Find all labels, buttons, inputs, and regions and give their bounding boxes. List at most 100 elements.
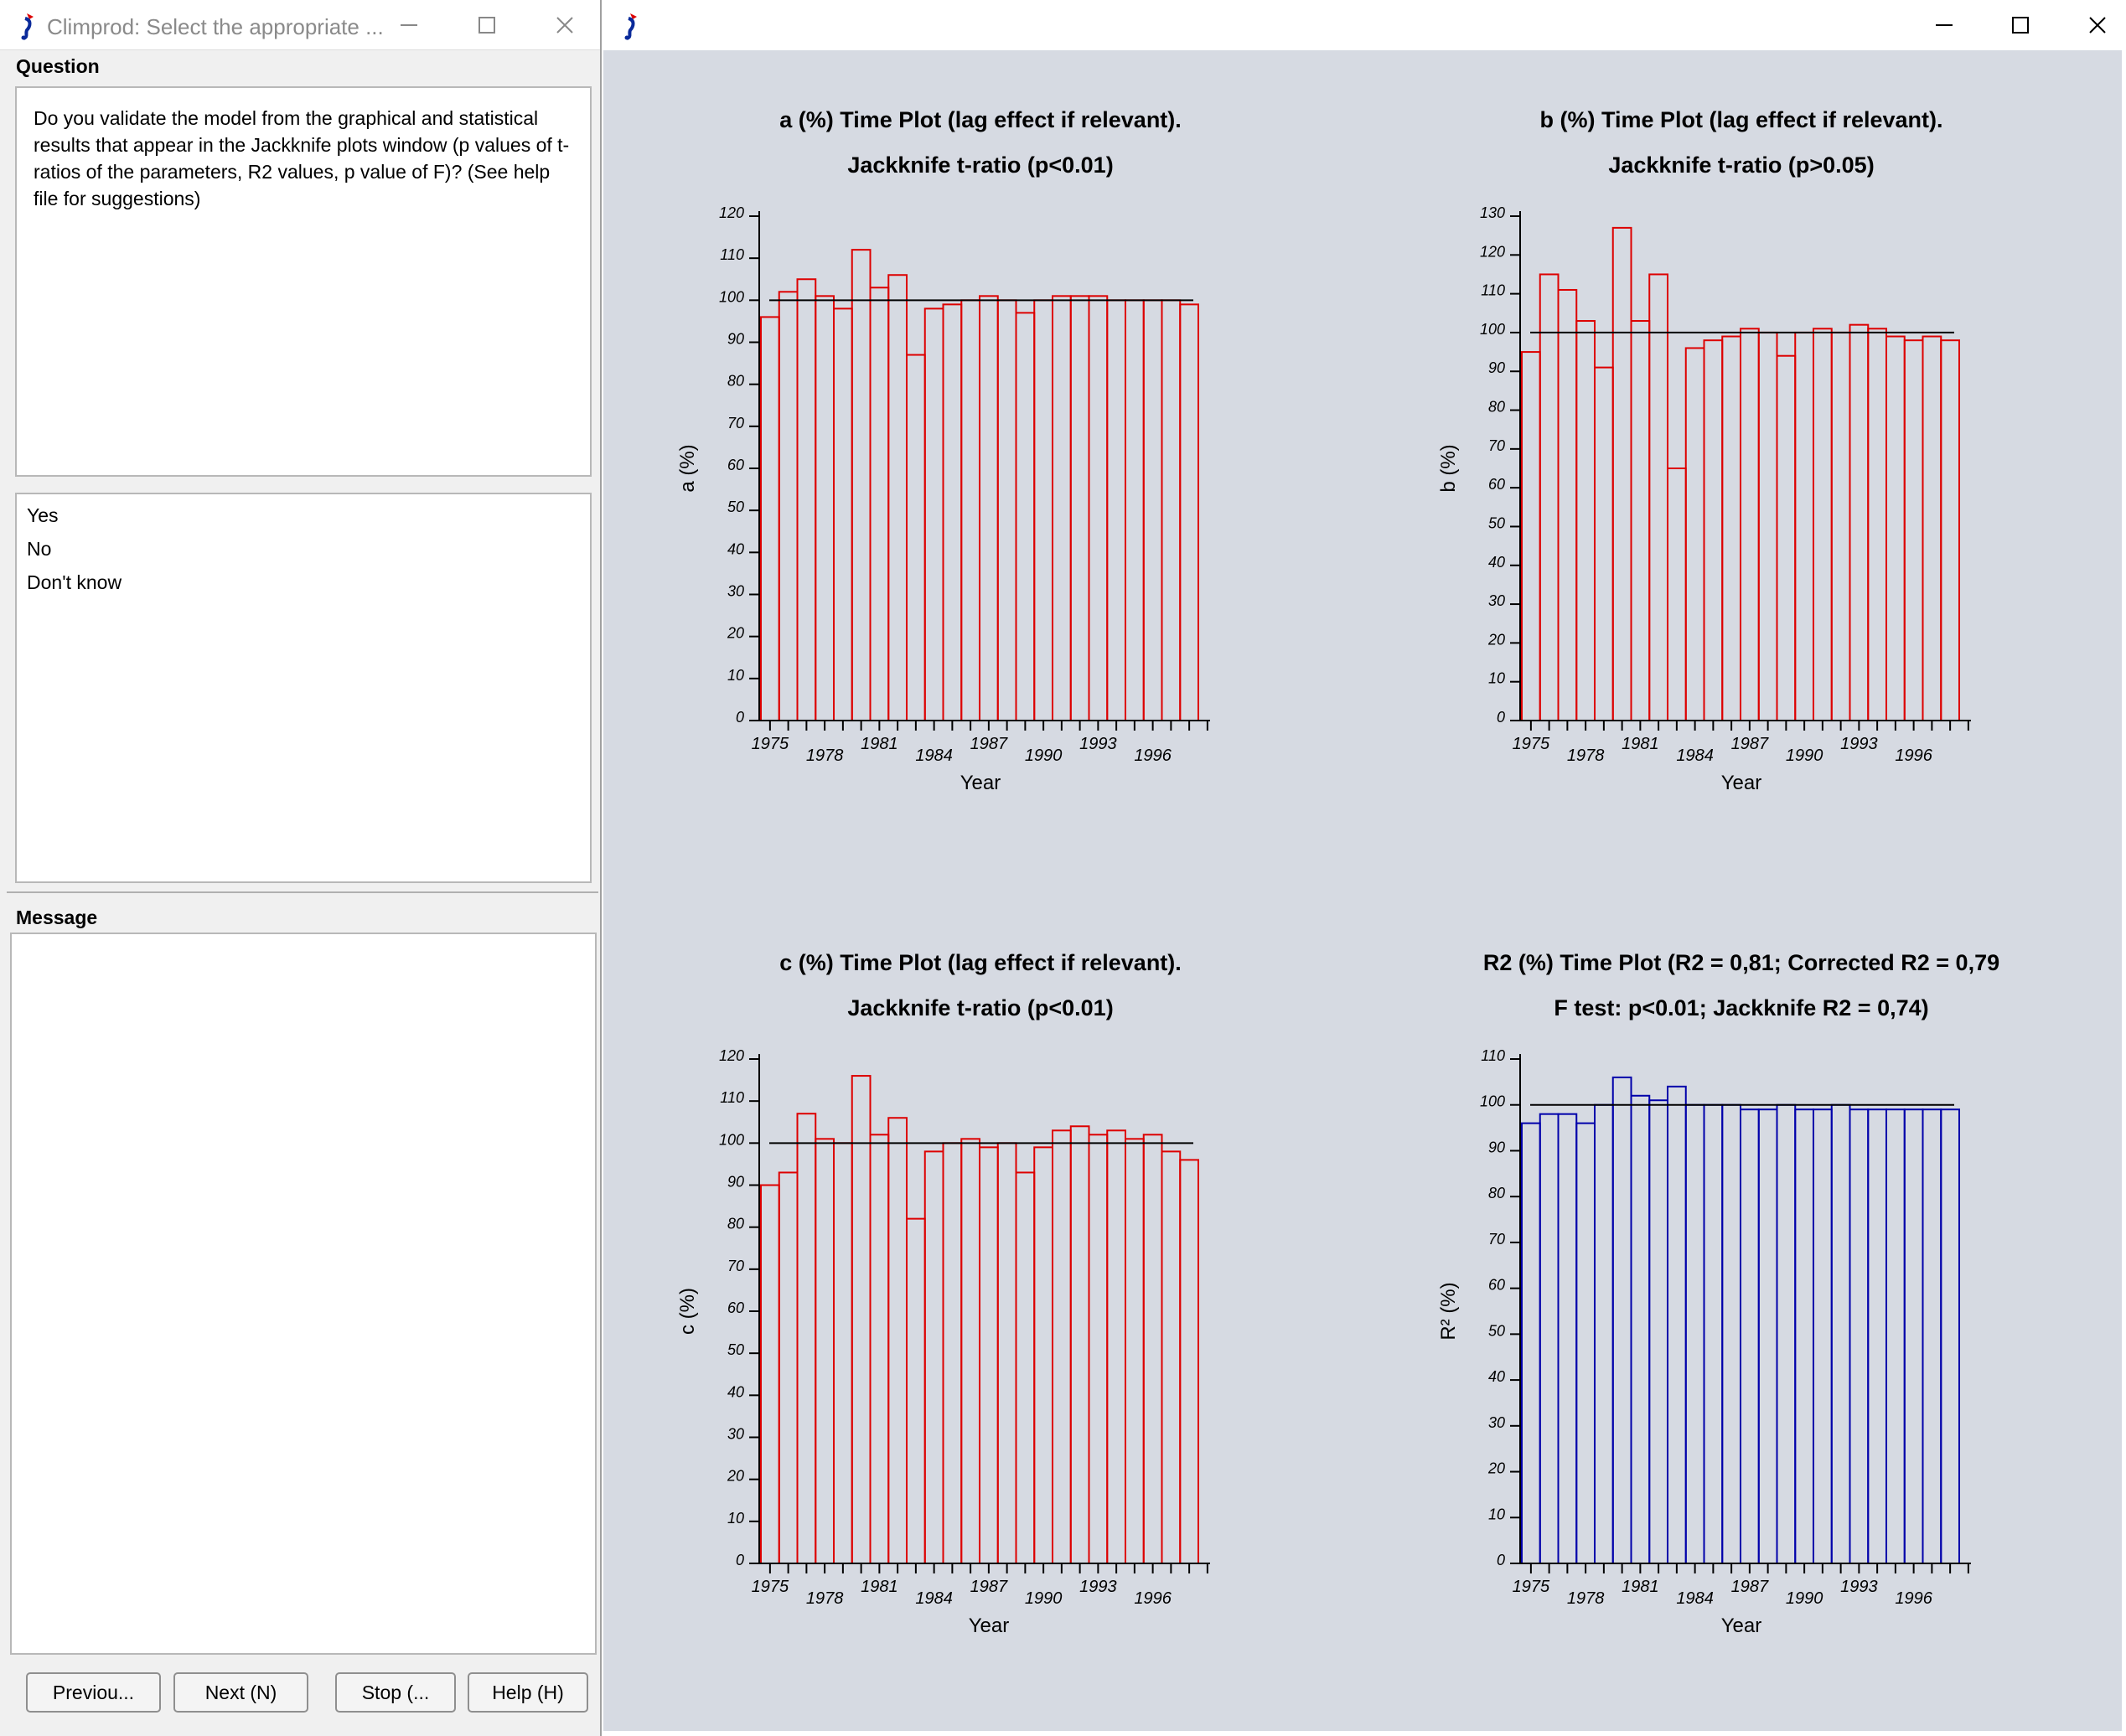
y-tick-label: 30 (727, 583, 744, 600)
chart-title: b (%) Time Plot (lag effect if relevant)… (1539, 107, 1942, 132)
close-button[interactable] (531, 0, 598, 50)
y-tick-label: 120 (1480, 243, 1505, 260)
minimize-icon (1936, 24, 1953, 26)
chart-bar (996, 299, 1017, 721)
y-tick-label: 100 (1480, 1093, 1505, 1110)
chart-bar (1630, 320, 1651, 721)
y-tick-label: 50 (1488, 514, 1505, 531)
chart-bar (760, 316, 780, 721)
chart-bar (869, 287, 890, 721)
x-tick-label: 1984 (915, 1589, 953, 1608)
right-title-bar[interactable] (602, 0, 2126, 50)
y-tick-label: 10 (1488, 670, 1505, 687)
chart-bar (1830, 331, 1851, 721)
y-tick-label: 130 (1480, 204, 1505, 221)
chart-title: R2 (%) Time Plot (R2 = 0,81; Corrected R… (1483, 950, 1999, 975)
y-tick-label: 40 (1488, 1368, 1505, 1385)
chart-bar (1849, 1108, 1870, 1564)
y-axis-label: c (%) (676, 1288, 699, 1335)
y-tick-label: 50 (727, 1341, 744, 1358)
chart-bar (1179, 303, 1199, 721)
y-tick-label: 70 (727, 1258, 744, 1274)
y-tick-label: 80 (1488, 1185, 1505, 1201)
y-tick-label: 70 (1488, 437, 1505, 454)
window-title: Climprod: Select the appropriate ... (47, 14, 384, 39)
y-tick-label: 40 (727, 1383, 744, 1400)
x-axis-label: Year (969, 1615, 1010, 1637)
y-tick-label: 110 (1481, 1047, 1505, 1064)
x-tick-label: 1981 (861, 735, 898, 753)
chart-bar (1539, 273, 1560, 721)
help-button[interactable]: Help (H) (468, 1672, 588, 1713)
chart-bar (1940, 339, 1960, 721)
previous-button[interactable]: Previou... (26, 1672, 161, 1713)
chart-bar (1648, 1099, 1668, 1564)
chart-bar (778, 291, 799, 721)
chart-bar (1125, 299, 1145, 721)
y-tick-label: 100 (719, 288, 744, 305)
x-tick-label: 1978 (806, 1589, 844, 1608)
chart-bar (1922, 335, 1942, 721)
chart-bar (1033, 1146, 1053, 1564)
chart-bar (1088, 1134, 1109, 1565)
minimize-button[interactable] (1911, 0, 1978, 50)
y-tick-label: 100 (1480, 321, 1505, 338)
x-tick-label: 1993 (1840, 735, 1878, 753)
y-tick-label: 0 (1497, 1552, 1505, 1568)
x-tick-label: 1984 (915, 747, 953, 765)
chart-bar (1721, 335, 1741, 721)
x-axis-label: Year (1721, 1615, 1762, 1637)
x-tick-label: 1990 (1786, 1589, 1823, 1608)
chart-bar (1648, 273, 1668, 721)
chart-bar (1903, 339, 1924, 721)
next-button[interactable]: Next (N) (173, 1672, 308, 1713)
maximize-button[interactable] (1987, 0, 2054, 50)
y-tick-label: 60 (727, 1299, 744, 1316)
answer-no[interactable]: No (27, 538, 52, 560)
y-tick-label: 30 (1488, 592, 1505, 609)
y-axis-label: a (%) (676, 444, 699, 492)
y-tick-label: 20 (1487, 631, 1505, 648)
chart-bar (1575, 1122, 1596, 1564)
x-tick-label: 1987 (970, 1578, 1008, 1596)
chart-bar (869, 1134, 890, 1565)
y-tick-label: 0 (736, 1552, 744, 1568)
chart-bar (1885, 335, 1906, 721)
chart-bar (1611, 226, 1632, 721)
question-text: Do you validate the model from the graph… (34, 107, 570, 209)
chart-bar (1757, 1108, 1778, 1564)
chart-bar (1106, 1129, 1126, 1564)
y-axis-label: R² (%) (1437, 1282, 1460, 1340)
chart-bar (1922, 1108, 1942, 1564)
y-axis-label: b (%) (1437, 444, 1460, 492)
answer-list[interactable]: Yes No Don't know (15, 493, 592, 883)
answer-dont-know[interactable]: Don't know (27, 571, 122, 593)
chart-bar (1667, 468, 1687, 721)
y-tick-label: 90 (727, 331, 744, 348)
maximize-button[interactable] (453, 0, 520, 50)
close-icon (556, 17, 573, 34)
chart-bar (1703, 1103, 1724, 1564)
left-title-bar[interactable]: Climprod: Select the appropriate ... (0, 0, 600, 50)
chart-bar (923, 1150, 944, 1564)
chart-bar (1539, 1113, 1560, 1565)
chart-bar (960, 1138, 980, 1564)
x-axis-label: Year (1721, 772, 1762, 794)
x-tick-label: 1978 (1567, 1589, 1605, 1608)
chart-bar (815, 295, 835, 721)
minimize-button[interactable] (375, 0, 442, 50)
close-button[interactable] (2064, 0, 2126, 50)
answer-yes[interactable]: Yes (27, 504, 59, 526)
chart-bar (851, 249, 872, 721)
x-tick-label: 1987 (1731, 1578, 1769, 1596)
chart-bar (1794, 1108, 1814, 1564)
y-tick-label: 30 (1488, 1414, 1505, 1431)
chart-bar (1521, 351, 1541, 721)
chart-bar (1849, 323, 1870, 721)
chart-subtitle: Jackknife t-ratio (p>0.05) (1608, 152, 1874, 178)
x-tick-label: 1996 (1134, 747, 1172, 765)
chart-bar (1903, 1108, 1924, 1564)
chart-bar (1721, 1103, 1741, 1564)
x-tick-label: 1975 (1513, 1578, 1550, 1596)
stop-button[interactable]: Stop (... (335, 1672, 456, 1713)
